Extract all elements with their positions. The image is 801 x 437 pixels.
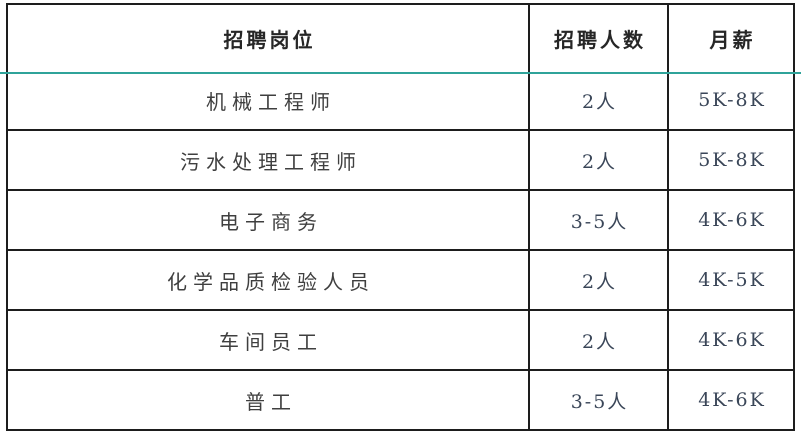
table-row: 机械工程师 2人 5K-8K [6,71,795,131]
position-cell: 机械工程师 [6,71,530,131]
header-headcount: 招聘人数 [528,3,669,71]
table-row: 化学品质检验人员 2人 4K-5K [6,249,795,311]
salary-cell: 4K-5K [667,249,795,311]
position-cell: 车间员工 [6,309,530,371]
headcount-cell: 3-5人 [528,369,669,431]
table-row: 车间员工 2人 4K-6K [6,309,795,371]
headcount-cell: 3-5人 [528,189,669,251]
headcount-cell: 2人 [528,71,669,131]
header-salary: 月薪 [667,3,795,71]
headcount-cell: 2人 [528,249,669,311]
header-position: 招聘岗位 [6,3,530,71]
salary-cell: 5K-8K [667,129,795,191]
position-cell: 电子商务 [6,189,530,251]
header-row: 招聘岗位 招聘人数 月薪 [6,3,795,71]
accent-divider-line [0,72,801,74]
position-cell: 污水处理工程师 [6,129,530,191]
table-row: 普工 3-5人 4K-6K [6,369,795,431]
table-row: 电子商务 3-5人 4K-6K [6,189,795,251]
recruitment-table: 招聘岗位 招聘人数 月薪 机械工程师 2人 5K-8K 污水处理工程师 2人 5… [6,3,795,431]
headcount-cell: 2人 [528,309,669,371]
headcount-cell: 2人 [528,129,669,191]
salary-cell: 4K-6K [667,189,795,251]
position-cell: 普工 [6,369,530,431]
salary-cell: 4K-6K [667,309,795,371]
table-row: 污水处理工程师 2人 5K-8K [6,129,795,191]
salary-cell: 5K-8K [667,71,795,131]
position-cell: 化学品质检验人员 [6,249,530,311]
salary-cell: 4K-6K [667,369,795,431]
